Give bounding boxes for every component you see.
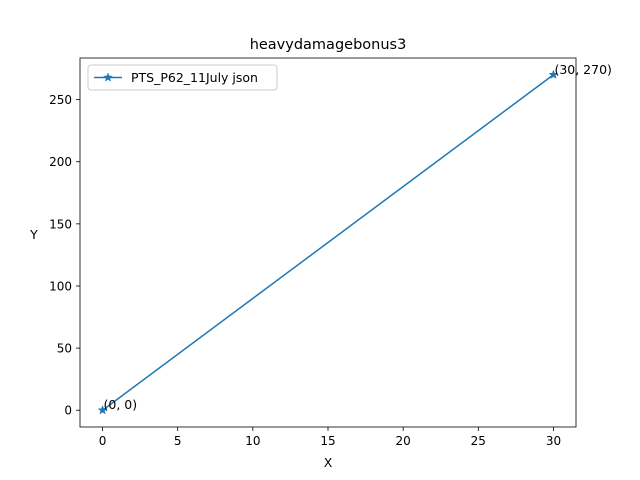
legend-box	[87, 64, 278, 91]
data-point-annotation: (30, 270)	[554, 62, 611, 77]
y-tick-label: 200	[49, 155, 72, 169]
x-tick-label: 20	[396, 434, 411, 448]
x-tick-label: 30	[546, 434, 561, 448]
data-point-annotation: (0, 0)	[104, 397, 138, 412]
legend-star-marker	[103, 72, 113, 82]
y-axis-label: Y	[29, 227, 38, 242]
y-tick-label: 0	[64, 404, 72, 418]
x-tick-label: 25	[471, 434, 486, 448]
x-tick-label: 10	[245, 434, 260, 448]
series-line	[102, 74, 554, 411]
y-tick-label: 50	[57, 342, 72, 356]
legend-entry-label: PTS_P62_11July json	[131, 70, 258, 85]
chart-title: heavydamagebonus3	[250, 37, 407, 53]
y-tick-label: 150	[49, 217, 72, 231]
plot-area: 0 5 10 15 20 25 30 0 50 100 150 200 250 (0, 0) (30, 27…	[49, 57, 612, 448]
x-tick-label: 15	[320, 434, 335, 448]
y-tick-label: 250	[49, 93, 72, 107]
data-point-star-marker	[97, 405, 108, 415]
x-tick-label: 0	[99, 434, 107, 448]
y-tick-label: 100	[49, 279, 72, 293]
x-tick-label: 5	[174, 434, 182, 448]
axes-frame	[79, 57, 577, 428]
data-point-star-marker	[548, 69, 559, 79]
x-axis-label: X	[324, 455, 333, 470]
